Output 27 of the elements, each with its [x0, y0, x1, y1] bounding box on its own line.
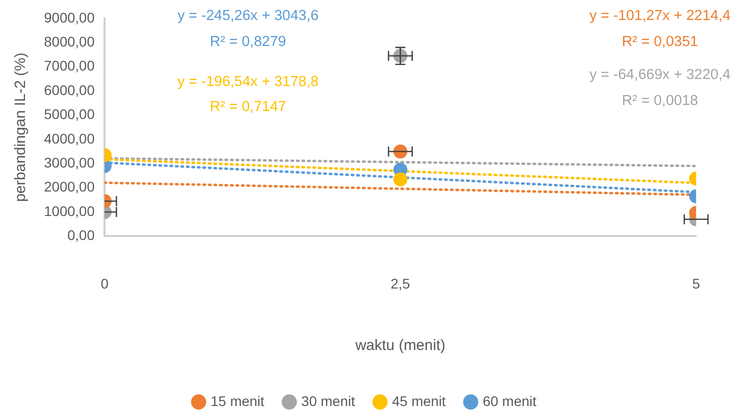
legend-label: 30 menit: [301, 392, 356, 409]
y-tick-label: 3000,00: [44, 154, 95, 170]
y-tick-label: 4000,00: [44, 130, 95, 146]
annotation: R² = 0,8279: [210, 34, 286, 50]
annotation: R² = 0,0351: [622, 34, 698, 50]
y-tick-label: 0,00: [67, 227, 95, 244]
y-axis-title: perbandingan IL-2 (%): [12, 52, 30, 202]
x-tick-label: 0: [100, 275, 109, 292]
legend-label: 45 menit: [392, 392, 446, 409]
annotation: R² = 0,7147: [210, 99, 286, 115]
annotation: y = -245,26x + 3043,6: [177, 8, 319, 24]
legend-label: 60 menit: [482, 392, 537, 409]
x-axis-title: waktu (menit): [354, 337, 446, 354]
y-tick-label: 1000,00: [44, 202, 95, 219]
x-tick-label: 5: [692, 275, 700, 292]
y-tick-label: 9000,00: [44, 9, 95, 26]
y-tick-label: 2000,00: [44, 178, 95, 195]
annotation: R² = 0,0018: [622, 93, 698, 109]
annotation: y = -196,54x + 3178,8: [177, 74, 319, 90]
annotation: y = -64,669x + 3220,4: [589, 67, 731, 83]
y-tick-label: 8000,00: [44, 33, 95, 50]
y-tick-label: 6000,00: [44, 82, 95, 98]
annotation: y = -101,27x + 2214,4: [589, 8, 731, 24]
legend-label: 15 menit: [210, 392, 264, 409]
y-tick-label: 5000,00: [44, 106, 95, 122]
x-tick-label: 2,5: [390, 275, 410, 292]
y-tick-label: 7000,00: [44, 58, 95, 74]
